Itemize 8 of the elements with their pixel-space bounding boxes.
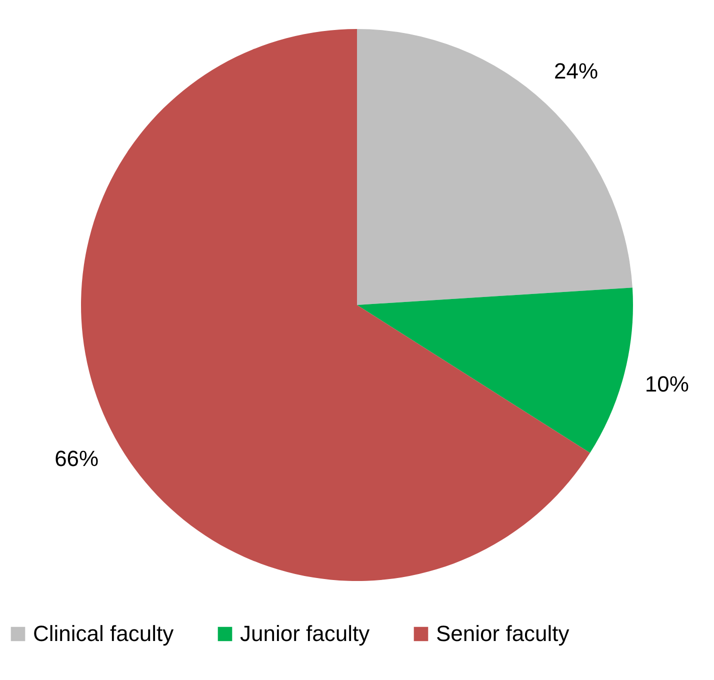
legend-label: Junior faculty bbox=[240, 621, 370, 646]
legend-label: Senior faculty bbox=[436, 621, 570, 646]
legend-label: Clinical faculty bbox=[33, 621, 174, 646]
data-label: 24% bbox=[554, 58, 598, 84]
data-label: 10% bbox=[644, 372, 689, 397]
pie-slice bbox=[357, 29, 632, 305]
pie-slice bbox=[357, 288, 632, 453]
data-label: 66% bbox=[54, 446, 99, 472]
